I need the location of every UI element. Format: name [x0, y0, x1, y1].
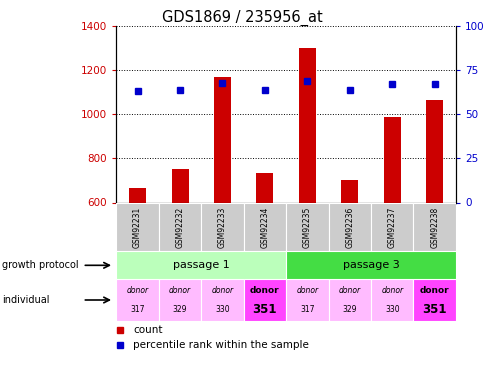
Bar [201, 202, 243, 251]
Bar [116, 279, 158, 321]
Text: 317: 317 [300, 304, 314, 313]
Bar [171, 170, 188, 202]
Bar [116, 202, 158, 251]
Text: GDS1869 / 235956_at: GDS1869 / 235956_at [162, 9, 322, 26]
Bar [256, 173, 273, 202]
Text: 351: 351 [252, 303, 277, 316]
Text: donor: donor [419, 286, 449, 296]
Bar [412, 279, 455, 321]
Bar [370, 279, 412, 321]
Text: GSM92232: GSM92232 [175, 206, 184, 248]
Text: GSM92234: GSM92234 [260, 206, 269, 248]
Text: donor: donor [126, 286, 149, 296]
Bar [158, 202, 201, 251]
Bar [158, 279, 201, 321]
Bar [213, 77, 230, 203]
Bar [341, 180, 358, 203]
Bar [383, 117, 400, 202]
Bar [116, 251, 286, 279]
Text: 317: 317 [130, 304, 145, 313]
Text: donor: donor [338, 286, 360, 296]
Bar [298, 48, 315, 202]
Text: 329: 329 [342, 304, 356, 313]
Text: donor: donor [380, 286, 403, 296]
Bar [243, 279, 286, 321]
Text: passage 3: passage 3 [342, 260, 399, 270]
Text: donor: donor [168, 286, 191, 296]
Text: donor: donor [296, 286, 318, 296]
Text: passage 1: passage 1 [172, 260, 229, 270]
Bar [412, 202, 455, 251]
Text: donor: donor [250, 286, 279, 296]
Bar [425, 100, 442, 202]
Text: individual: individual [2, 295, 50, 305]
Text: growth protocol: growth protocol [2, 260, 79, 270]
Bar [286, 279, 328, 321]
Bar [129, 188, 146, 202]
Text: GSM92231: GSM92231 [133, 206, 142, 248]
Bar [328, 279, 370, 321]
Text: GSM92237: GSM92237 [387, 206, 396, 248]
Text: 351: 351 [422, 303, 446, 316]
Text: 329: 329 [172, 304, 187, 313]
Text: GSM92233: GSM92233 [217, 206, 227, 248]
Text: GSM92238: GSM92238 [429, 206, 439, 248]
Bar [328, 202, 370, 251]
Text: donor: donor [211, 286, 233, 296]
Bar [286, 251, 455, 279]
Bar [370, 202, 412, 251]
Text: 330: 330 [384, 304, 399, 313]
Text: 330: 330 [215, 304, 229, 313]
Text: GSM92235: GSM92235 [302, 206, 311, 248]
Text: percentile rank within the sample: percentile rank within the sample [133, 340, 309, 350]
Bar [286, 202, 328, 251]
Bar [243, 202, 286, 251]
Bar [201, 279, 243, 321]
Text: count: count [133, 325, 163, 335]
Text: GSM92236: GSM92236 [345, 206, 354, 248]
